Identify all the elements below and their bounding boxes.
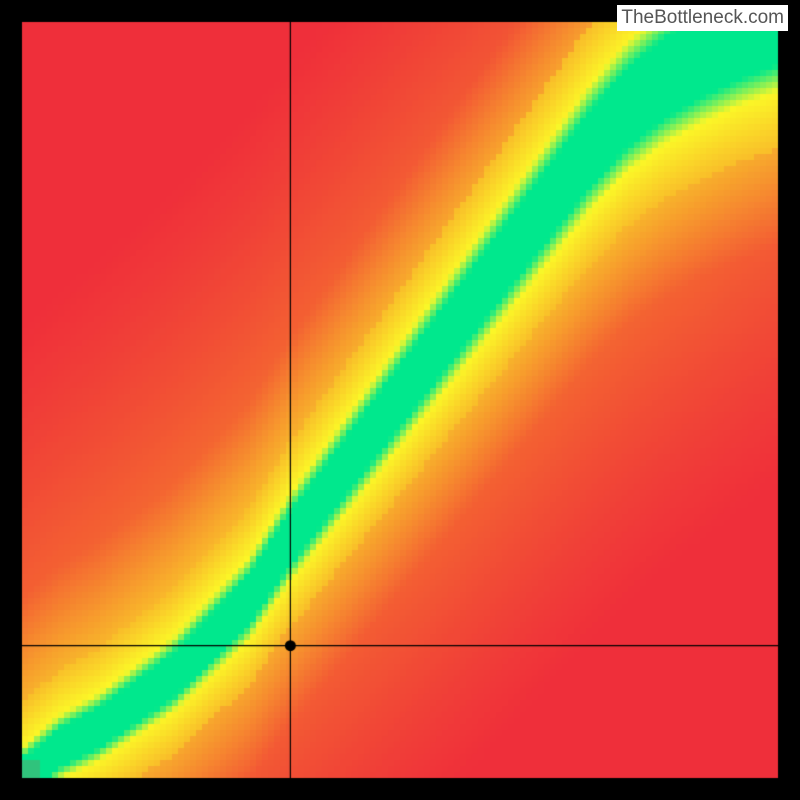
heatmap-canvas [0,0,800,800]
attribution-label: TheBottleneck.com [617,5,788,31]
chart-container: TheBottleneck.com [0,0,800,800]
